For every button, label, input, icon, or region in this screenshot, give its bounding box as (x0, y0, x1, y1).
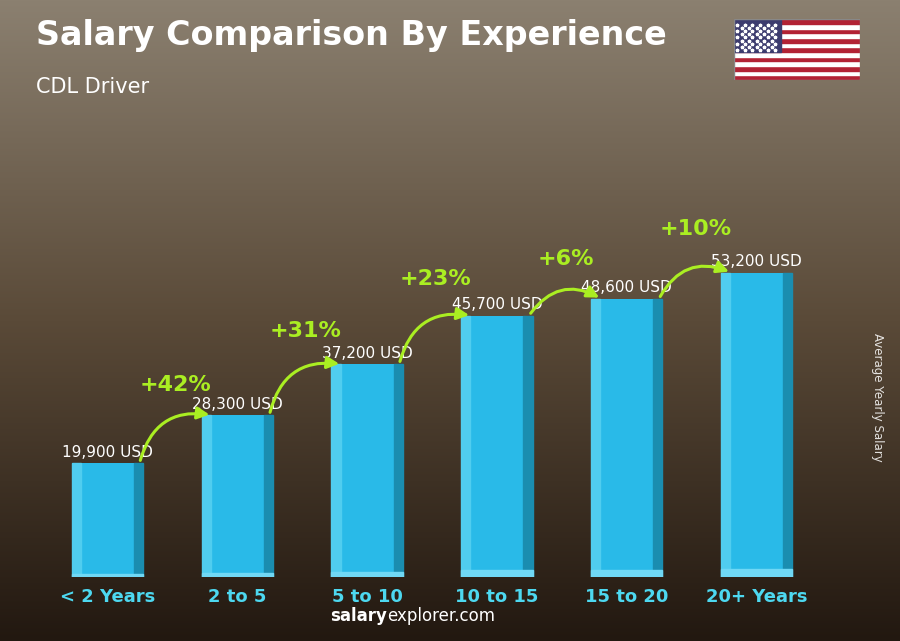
Bar (134, 463, 143, 577)
Bar (202, 415, 211, 577)
Text: +6%: +6% (537, 249, 594, 269)
Bar (591, 299, 600, 577)
Bar (591, 570, 662, 577)
Bar (721, 569, 792, 577)
Bar (734, 66, 860, 71)
Text: +31%: +31% (270, 320, 342, 340)
Text: Average Yearly Salary: Average Yearly Salary (871, 333, 884, 462)
Text: 37,200 USD: 37,200 USD (321, 345, 412, 361)
Bar (734, 29, 860, 33)
Bar (461, 570, 533, 577)
Bar (653, 299, 662, 577)
Bar (734, 76, 860, 80)
Text: 45,700 USD: 45,700 USD (452, 297, 542, 312)
Bar (721, 272, 730, 577)
Bar (393, 364, 403, 577)
Text: CDL Driver: CDL Driver (36, 77, 149, 97)
Bar (734, 33, 860, 38)
Text: +42%: +42% (140, 375, 212, 395)
Bar (734, 56, 860, 62)
Bar (734, 38, 860, 43)
Bar (734, 71, 860, 76)
Text: +10%: +10% (659, 219, 732, 239)
Bar (461, 315, 471, 577)
Bar (734, 43, 860, 47)
Bar (331, 364, 341, 577)
Bar (264, 415, 273, 577)
Bar (202, 573, 273, 577)
Text: +23%: +23% (400, 269, 472, 288)
Bar (734, 52, 860, 56)
Bar (72, 463, 81, 577)
Bar (734, 24, 860, 29)
Text: 19,900 USD: 19,900 USD (62, 445, 153, 460)
Bar (461, 315, 533, 577)
Bar (783, 272, 792, 577)
Bar (331, 572, 403, 577)
Bar (734, 62, 860, 66)
Bar (721, 272, 792, 577)
Text: 48,600 USD: 48,600 USD (581, 281, 672, 296)
Bar (523, 315, 533, 577)
Text: salary: salary (330, 607, 387, 625)
Bar (72, 463, 143, 577)
Text: Salary Comparison By Experience: Salary Comparison By Experience (36, 19, 667, 52)
Bar (331, 364, 403, 577)
Text: 28,300 USD: 28,300 USD (192, 397, 283, 412)
Bar (202, 415, 273, 577)
Bar (734, 47, 860, 52)
Text: 53,200 USD: 53,200 USD (711, 254, 802, 269)
Text: explorer.com: explorer.com (387, 607, 495, 625)
Bar (734, 19, 860, 24)
Bar (591, 299, 662, 577)
Bar (72, 574, 143, 577)
Bar (734, 19, 781, 52)
